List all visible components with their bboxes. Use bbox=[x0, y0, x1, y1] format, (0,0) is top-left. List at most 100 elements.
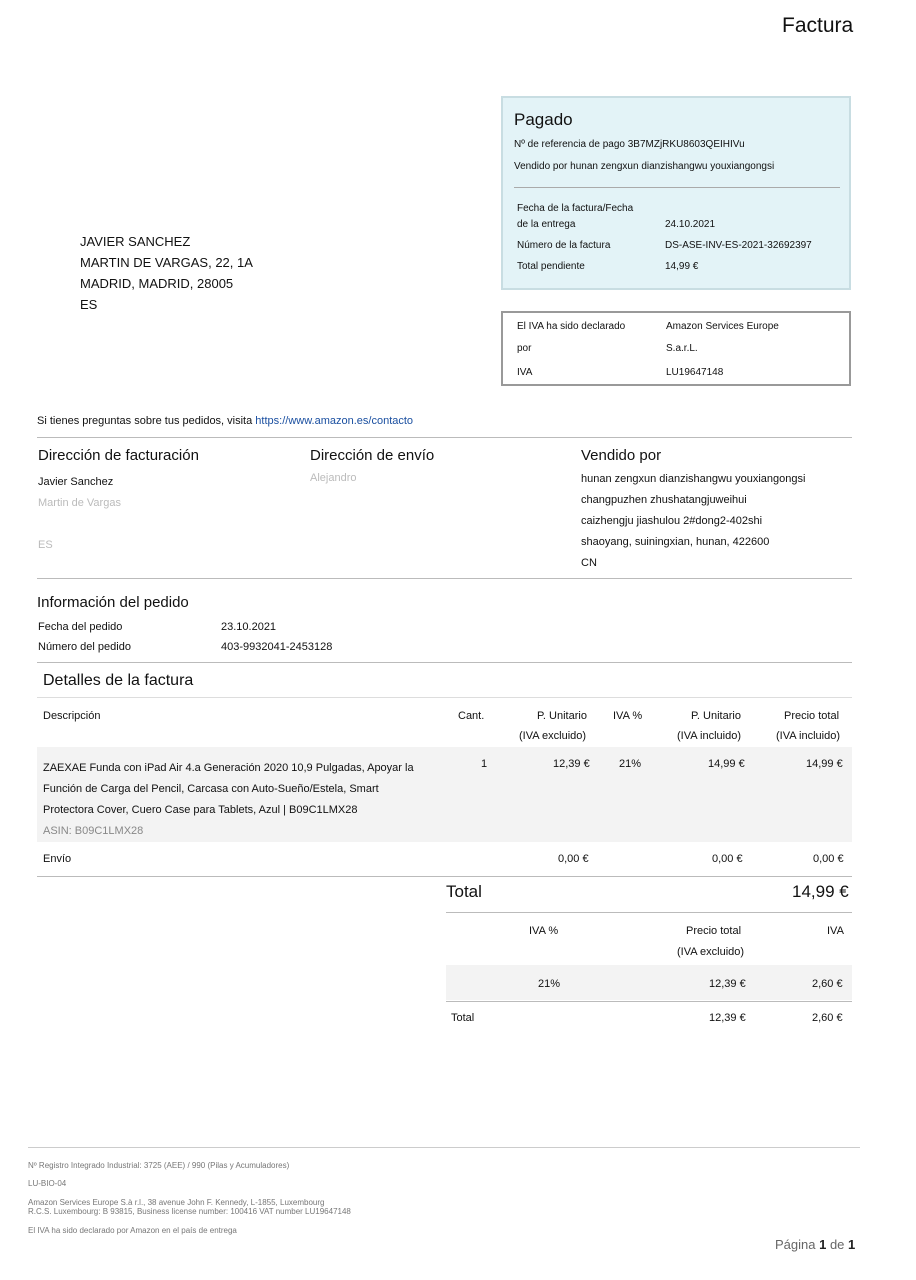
divider bbox=[28, 1147, 860, 1148]
contact-text: Si tienes preguntas sobre tus pedidos, v… bbox=[37, 415, 256, 427]
col-total-2: (IVA incluido) bbox=[776, 730, 840, 742]
seller-line: hunan zengxun dianzishangwu youxiangongs… bbox=[581, 473, 806, 485]
invoice-number-label: Número de la factura bbox=[517, 240, 611, 251]
billing-line: ES bbox=[38, 539, 53, 551]
item-unit-in: 14,99 € bbox=[708, 758, 745, 770]
iva-number: LU19647148 bbox=[666, 367, 724, 378]
shipping-unit-in: 0,00 € bbox=[712, 853, 743, 865]
customer-address: JAVIER SANCHEZ MARTIN DE VARGAS, 22, 1A … bbox=[80, 231, 253, 315]
iva-label: IVA bbox=[517, 367, 533, 378]
customer-country: ES bbox=[80, 297, 98, 312]
col-unit-ex: P. Unitario bbox=[537, 710, 587, 722]
vat-label: El IVA ha sido declarado bbox=[517, 321, 626, 332]
sold-by-heading: Vendido por bbox=[581, 447, 662, 464]
invoice-date-label: Fecha de la factura/Fecha bbox=[517, 203, 634, 214]
seller-address: hunan zengxun dianzishangwu youxiangongs… bbox=[581, 469, 805, 574]
col-unit-ex-2: (IVA excluido) bbox=[519, 730, 587, 742]
customer-street: MARTIN DE VARGAS, 22, 1A bbox=[80, 255, 253, 270]
shipping-line: Alejandro bbox=[310, 472, 357, 484]
total-label: Total bbox=[446, 882, 482, 901]
contact-link[interactable]: https://www.amazon.es/contacto bbox=[255, 415, 414, 427]
vat-declarer: Amazon Services Europe bbox=[666, 321, 779, 332]
summary-col-iva: IVA bbox=[827, 925, 844, 937]
divider bbox=[37, 876, 852, 877]
col-unit-in: P. Unitario bbox=[691, 710, 741, 722]
invoice-date: 24.10.2021 bbox=[665, 219, 716, 230]
page-current: 1 bbox=[819, 1237, 827, 1252]
footer-vat-note: El IVA ha sido declarado por Amazon en e… bbox=[28, 1226, 237, 1235]
divider bbox=[514, 187, 840, 188]
summary-col-vat: IVA % bbox=[529, 925, 559, 937]
vat-label-2: por bbox=[517, 343, 532, 354]
customer-name: JAVIER SANCHEZ bbox=[80, 234, 191, 249]
order-date-label: Fecha del pedido bbox=[38, 621, 123, 633]
page-number: Página 1 de 1 bbox=[775, 1237, 855, 1252]
divider bbox=[37, 578, 852, 579]
divider bbox=[446, 1001, 852, 1002]
order-number: 403-9932041-2453128 bbox=[221, 641, 333, 653]
footer-rcs: R.C.S. Luxembourg: B 93815, Business lic… bbox=[28, 1207, 351, 1216]
seller-line: shaoyang, suiningxian, hunan, 422600 bbox=[581, 536, 770, 548]
seller-line: CN bbox=[581, 557, 597, 569]
pending-label: Total pendiente bbox=[517, 261, 585, 272]
seller-line: changpuzhen zhushatangjuweihui bbox=[581, 494, 747, 506]
summary-col-total: Precio total bbox=[686, 925, 742, 937]
invoice-date-label-2: de la entrega bbox=[517, 219, 576, 230]
payment-reference: Nº de referencia de pago 3B7MZjRKU8603QE… bbox=[514, 139, 745, 150]
page-mid: de bbox=[826, 1237, 849, 1252]
total-amount: 14,99 € bbox=[792, 882, 849, 901]
divider bbox=[37, 697, 852, 698]
summary-total-label: Total bbox=[451, 1012, 475, 1024]
divider bbox=[37, 437, 852, 438]
item-total: 14,99 € bbox=[806, 758, 843, 770]
item-line: ZAEXAE Funda con iPad Air 4.a Generación… bbox=[43, 762, 414, 774]
pending-amount: 14,99 € bbox=[665, 261, 699, 272]
summary-col-total-2: (IVA excluido) bbox=[677, 946, 745, 958]
summary-total: 12,39 € bbox=[709, 978, 746, 990]
item-unit-ex: 12,39 € bbox=[553, 758, 590, 770]
item-row bbox=[37, 747, 852, 842]
page-prefix: Página bbox=[775, 1237, 820, 1252]
divider bbox=[446, 912, 852, 913]
item-line: Protectora Cover, Cuero Case para Tablet… bbox=[43, 804, 358, 816]
shipping-unit-ex: 0,00 € bbox=[558, 853, 589, 865]
shipping-heading: Dirección de envío bbox=[310, 447, 435, 464]
order-date: 23.10.2021 bbox=[221, 621, 277, 633]
billing-line bbox=[38, 514, 121, 535]
footer-bio: LU-BIO-04 bbox=[28, 1179, 67, 1188]
footer-registry: Nº Registro Integrado Industrial: 3725 (… bbox=[28, 1161, 290, 1170]
divider bbox=[37, 662, 852, 663]
billing-heading: Dirección de facturación bbox=[38, 447, 199, 464]
page-total: 1 bbox=[848, 1237, 856, 1252]
summary-vat: 21% bbox=[538, 978, 561, 990]
summary-row bbox=[446, 965, 852, 1000]
summary-iva: 2,60 € bbox=[812, 978, 843, 990]
item-description: ZAEXAE Funda con iPad Air 4.a Generación… bbox=[43, 758, 414, 842]
col-total: Precio total bbox=[784, 710, 840, 722]
invoice-number: DS-ASE-INV-ES-2021-32692397 bbox=[665, 240, 812, 251]
col-unit-in-2: (IVA incluido) bbox=[677, 730, 741, 742]
billing-line: Martin de Vargas bbox=[38, 497, 121, 509]
summary-grand-iva: 2,60 € bbox=[812, 1012, 843, 1024]
summary-grand-total: 12,39 € bbox=[709, 1012, 746, 1024]
footer-company: Amazon Services Europe S.à r.l., 38 aven… bbox=[28, 1198, 325, 1207]
seller-line: caizhengju jiashulou 2#dong2-402shi bbox=[581, 515, 763, 527]
item-qty: 1 bbox=[481, 758, 488, 770]
item-asin: ASIN: B09C1LMX28 bbox=[43, 825, 144, 837]
col-description: Descripción bbox=[43, 710, 101, 722]
sold-by-line: Vendido por hunan zengxun dianzishangwu … bbox=[514, 161, 775, 172]
shipping-total: 0,00 € bbox=[813, 853, 844, 865]
shipping-label: Envío bbox=[43, 853, 72, 865]
vat-declarer-2: S.a.r.L. bbox=[666, 343, 698, 354]
paid-status: Pagado bbox=[514, 110, 573, 129]
col-vat: IVA % bbox=[613, 710, 643, 722]
contact-line: Si tienes preguntas sobre tus pedidos, v… bbox=[37, 415, 413, 427]
order-heading: Información del pedido bbox=[37, 594, 189, 611]
vat-declared-box: El IVA ha sido declarado por Amazon Serv… bbox=[501, 311, 851, 386]
page-title: Factura bbox=[782, 14, 854, 37]
order-number-label: Número del pedido bbox=[38, 641, 131, 653]
payment-box: Pagado Nº de referencia de pago 3B7MZjRK… bbox=[501, 96, 851, 290]
item-vat: 21% bbox=[619, 758, 642, 770]
col-qty: Cant. bbox=[458, 710, 485, 722]
customer-city: MADRID, MADRID, 28005 bbox=[80, 276, 234, 291]
